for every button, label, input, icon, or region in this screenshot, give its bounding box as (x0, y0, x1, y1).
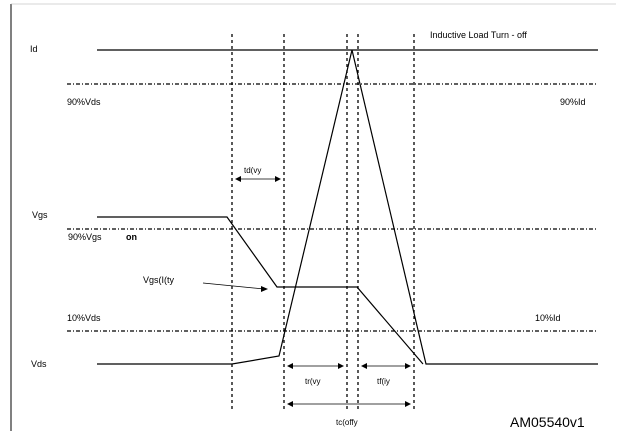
tr-arrow-head-left (287, 363, 293, 369)
tf-arrow-head-left (361, 363, 367, 369)
label-90-vgs: 90%Vgs (68, 232, 102, 242)
tr-arrow-head-right (338, 363, 344, 369)
td-arrow-head-right (275, 176, 281, 182)
label-tc-offy: tc(offy (336, 418, 358, 427)
vgs-waveform (97, 216, 424, 365)
label-90-vds: 90%Vds (67, 97, 101, 107)
tc-arrow-head-right (405, 401, 411, 407)
vgsl-pointer-head (261, 286, 268, 292)
td-arrow-head-left (235, 176, 241, 182)
label-10-vds: 10%Vds (67, 313, 101, 323)
label-vds: Vds (31, 359, 47, 369)
tc-arrow-head-left (287, 401, 293, 407)
label-tf-iy: tf(iy (377, 377, 390, 386)
figure-code: AM05540v1 (510, 414, 585, 430)
label-10-id: 10%Id (535, 313, 561, 323)
label-on: on (126, 232, 137, 242)
label-title: Inductive Load Turn - off (430, 30, 527, 40)
vgsl-pointer-line (202, 282, 265, 290)
label-90-id: 90%Id (560, 97, 586, 107)
label-id: Id (30, 44, 38, 54)
vds-waveform (97, 49, 598, 365)
label-tr-vy: tr(vy (305, 377, 321, 386)
tf-arrow-head-right (405, 363, 411, 369)
label-vgs-i: Vgs(I(ty (143, 275, 175, 285)
label-td-vy: td(vy (244, 166, 261, 175)
label-vgs: Vgs (32, 210, 48, 220)
